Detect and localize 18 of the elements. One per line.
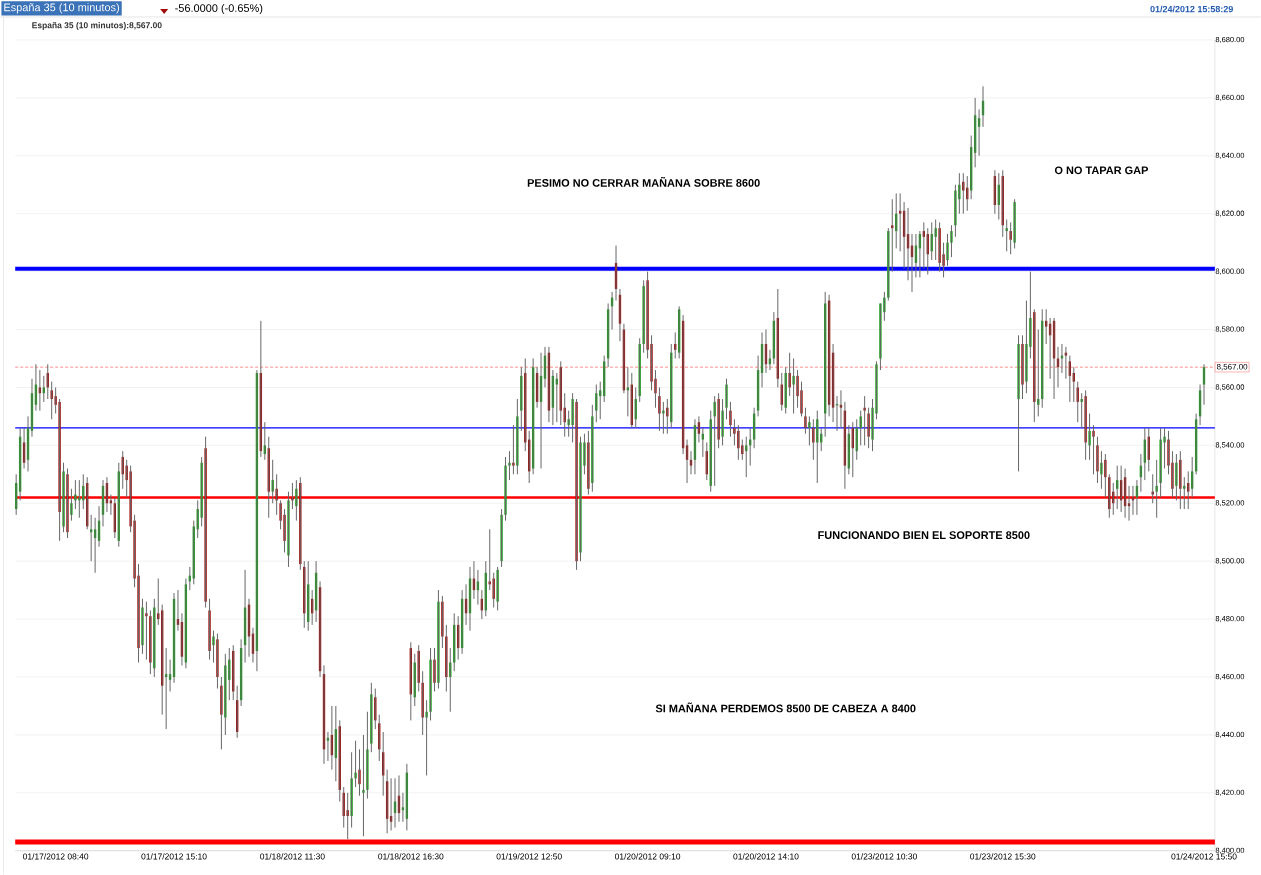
x-tick-label: 01/23/2012 10:30 (851, 853, 917, 860)
x-tick-label: 01/20/2012 14:10 (733, 853, 799, 860)
x-tick-label: 01/24/2012 15:50 (1171, 853, 1237, 860)
text: -56.0000 (-0.65%) (175, 3, 263, 15)
chart-title: España 35 (10 minutos) (4, 3, 120, 14)
annotation: SI MAÑANA PERDEMOS 8500 DE CABEZA A 8400 (655, 702, 916, 713)
text: España 35 (10 minutos):8,567.00 (32, 22, 162, 30)
x-tick-label: 01/23/2012 15:30 (970, 853, 1036, 860)
x-tick-label: 01/18/2012 16:30 (378, 853, 444, 860)
annotation: O NO TAPAR GAP (1054, 166, 1149, 175)
x-tick-label: 01/19/2012 12:50 (496, 853, 562, 860)
x-tick-label: 01/20/2012 09:10 (614, 853, 681, 860)
x-tick-label: 01/17/2012 08:40 (23, 853, 89, 860)
annotation: FUNCIONANDO BIEN EL SOPORTE 8500 (818, 531, 1030, 540)
annotation: PESIMO NO CERRAR MAÑANA SOBRE 8600 (527, 176, 760, 187)
text: 01/24/2012 15:58:29 (1150, 5, 1233, 13)
x-tick-label: 01/18/2012 11:30 (260, 853, 325, 860)
x-tick-label: 01/17/2012 15:10 (141, 853, 207, 860)
